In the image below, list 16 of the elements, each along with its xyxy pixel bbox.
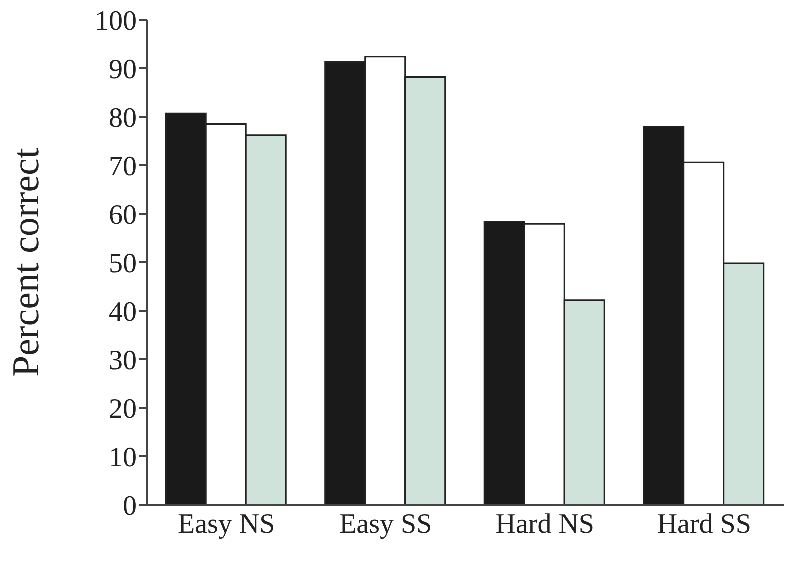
y-tick-label: 0 xyxy=(123,490,137,522)
y-tick-label: 90 xyxy=(109,54,137,86)
y-tick-label: 40 xyxy=(109,296,137,328)
y-axis-title: Percent correct xyxy=(5,148,48,377)
y-tick-label: 20 xyxy=(109,394,137,425)
y-tick-label: 100 xyxy=(95,6,137,37)
x-tick-label: Hard NS xyxy=(496,508,595,540)
y-tick-label: 60 xyxy=(109,200,137,231)
y-tick-label: 50 xyxy=(109,248,137,280)
y-tick-label: 70 xyxy=(109,151,137,182)
y-tick-label: 10 xyxy=(109,442,137,474)
x-tick-label: Hard SS xyxy=(657,508,752,540)
y-tick-label: 80 xyxy=(109,102,137,134)
y-tick-label: 30 xyxy=(109,345,137,376)
x-tick-label: Easy SS xyxy=(340,508,432,540)
x-tick-label: Easy NS xyxy=(178,508,276,540)
